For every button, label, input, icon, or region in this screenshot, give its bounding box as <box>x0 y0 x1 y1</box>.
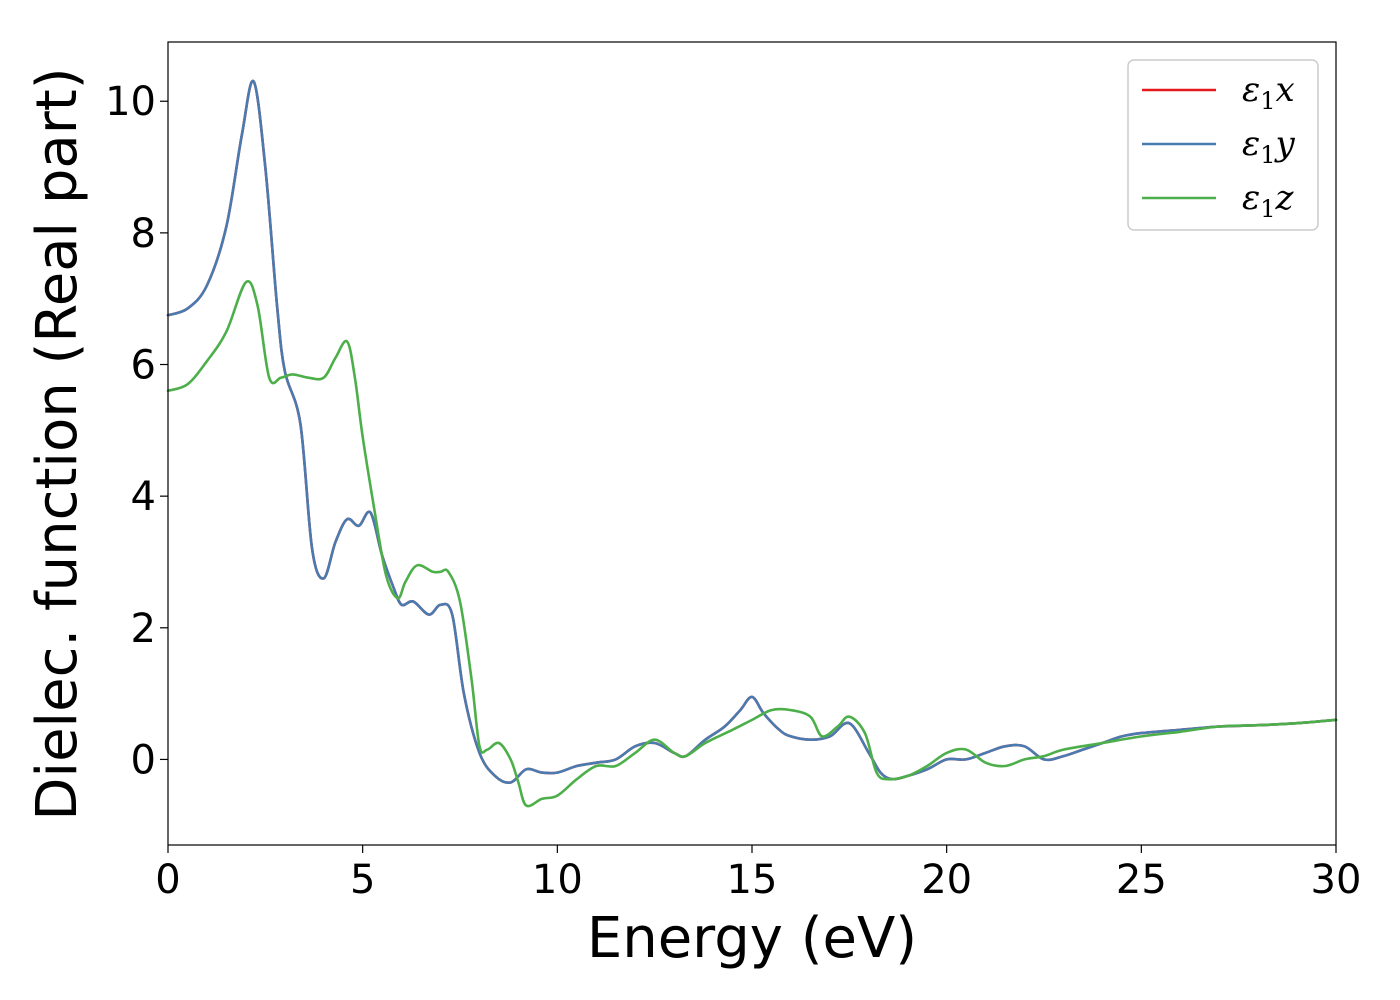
x-tick-label: 10 <box>532 857 583 903</box>
y-tick-label: 6 <box>131 343 156 389</box>
x-tick-label: 5 <box>350 857 375 903</box>
x-axis-title: Energy (eV) <box>587 906 917 971</box>
y-tick-label: 0 <box>131 737 156 783</box>
legend: ε1x ε1y ε1z <box>1127 59 1319 231</box>
y-axis-title: Dielec. function (Real part) <box>25 67 90 820</box>
series-line-y <box>166 79 1338 785</box>
legend-box <box>1127 59 1319 231</box>
y-tick-label: 8 <box>131 211 156 257</box>
x-tick-label: 30 <box>1311 857 1362 903</box>
x-tick-label: 20 <box>921 857 972 903</box>
x-tick-label: 0 <box>155 857 180 903</box>
y-tick-label: 4 <box>131 474 156 520</box>
x-tick-label: 25 <box>1116 857 1167 903</box>
y-axis-ticks: 0 2 4 6 8 10 <box>105 79 168 783</box>
x-axis-ticks: 0 5 10 15 20 25 30 <box>155 845 1361 903</box>
legend-label-x: ε1x <box>1242 70 1295 115</box>
series-line-z <box>166 280 1338 808</box>
legend-label-z: ε1z <box>1242 178 1295 223</box>
series-layer <box>166 79 1338 808</box>
y-tick-label: 2 <box>131 606 156 652</box>
x-tick-label: 15 <box>727 857 778 903</box>
y-tick-label: 10 <box>105 79 156 125</box>
legend-label-y: ε1y <box>1242 124 1296 169</box>
